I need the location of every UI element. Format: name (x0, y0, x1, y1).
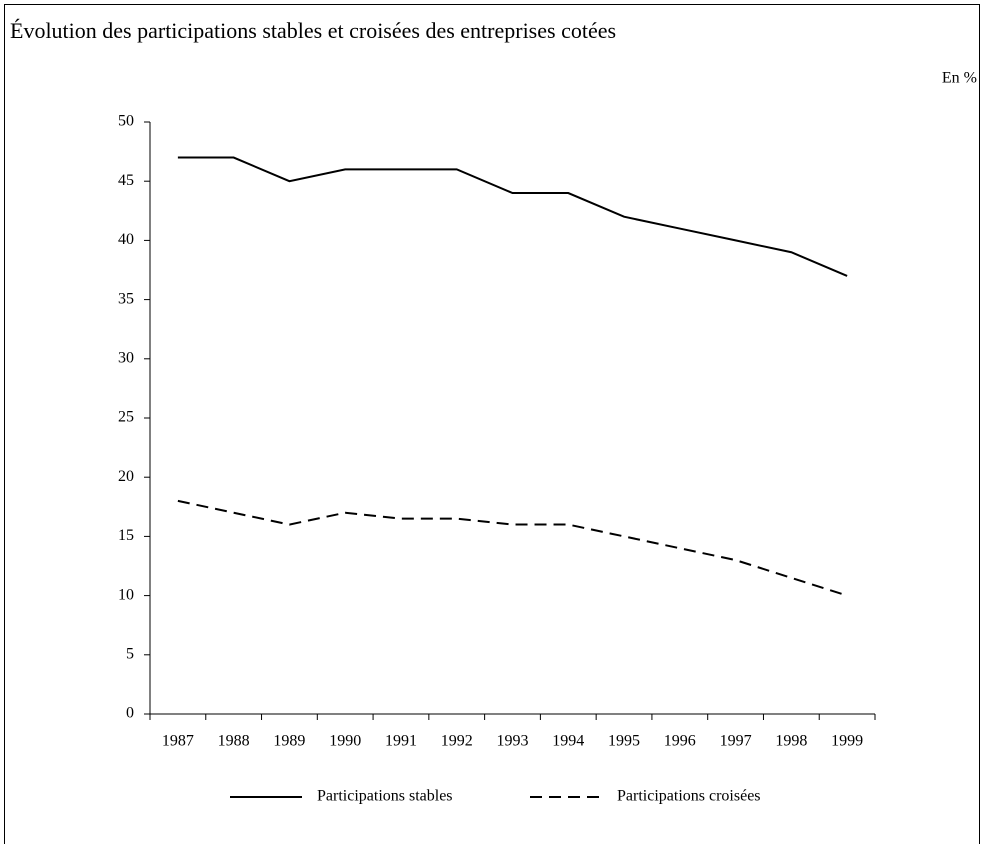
y-tick-label: 40 (118, 231, 134, 248)
x-tick-label: 1990 (329, 733, 361, 750)
legend-label: Participations stables (317, 788, 453, 805)
legend-label: Participations croisées (617, 788, 761, 805)
x-tick-label: 1987 (162, 733, 194, 750)
y-tick-label: 10 (118, 586, 134, 603)
series-line (177, 156, 848, 277)
y-tick-label: 45 (118, 172, 134, 189)
x-tick-label: 1991 (385, 733, 417, 750)
x-tick-label: 1993 (497, 733, 529, 750)
y-tick-label: 0 (126, 705, 134, 722)
y-tick-label: 15 (118, 527, 134, 544)
x-tick-label: 1999 (831, 733, 863, 750)
y-tick-label: 25 (118, 409, 134, 426)
series-line (177, 499, 848, 597)
y-tick-label: 35 (118, 290, 134, 307)
unit-label: En % (942, 70, 977, 87)
chart-title: Évolution des participations stables et … (10, 18, 616, 43)
x-tick-label: 1996 (664, 733, 696, 750)
x-tick-label: 1989 (273, 733, 305, 750)
y-tick-label: 5 (126, 645, 134, 662)
x-tick-label: 1994 (552, 733, 584, 750)
y-tick-label: 50 (118, 113, 134, 130)
x-tick-label: 1992 (441, 733, 473, 750)
y-tick-label: 20 (118, 468, 134, 485)
x-tick-label: 1997 (720, 733, 752, 750)
frame (4, 4, 980, 844)
x-tick-label: 1998 (775, 733, 807, 750)
x-tick-label: 1995 (608, 733, 640, 750)
x-tick-label: 1988 (218, 733, 250, 750)
y-tick-label: 30 (118, 349, 134, 366)
